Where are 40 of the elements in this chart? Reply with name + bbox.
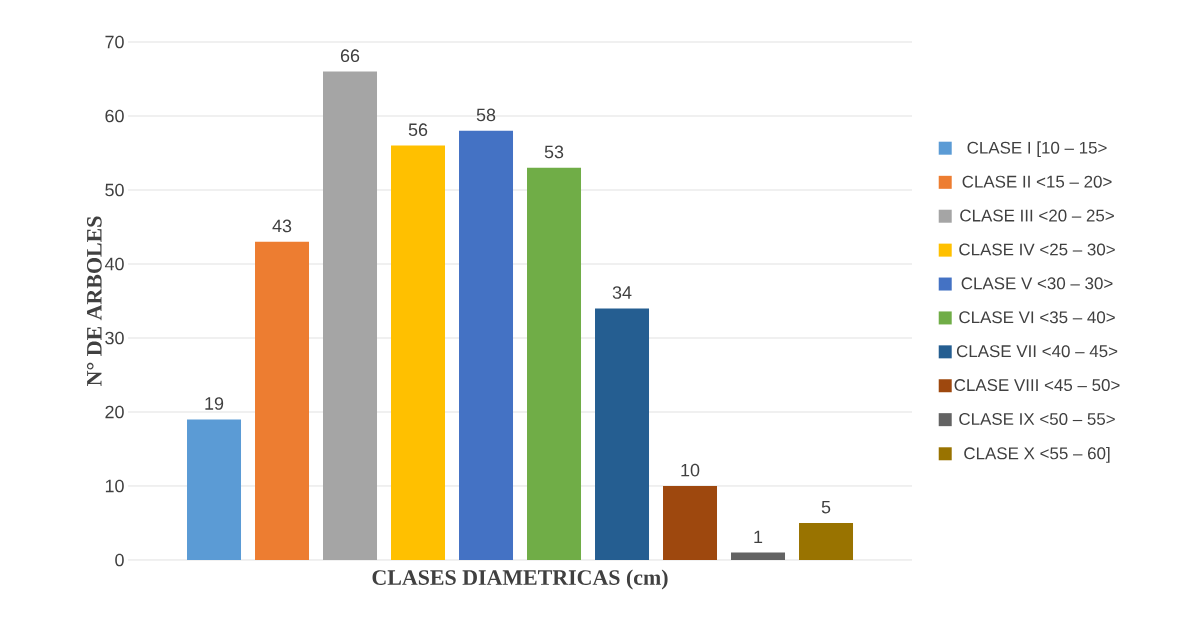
bar bbox=[255, 241, 310, 560]
x-axis-title: CLASES DIAMETRICAS (cm) bbox=[372, 569, 668, 590]
legend-label: CLASE I [10 – 15> bbox=[967, 141, 1107, 158]
bar bbox=[663, 485, 718, 560]
bar bbox=[187, 419, 242, 560]
data-label: 1 bbox=[754, 530, 763, 544]
legend-label: CLASE VI <35 – 40> bbox=[959, 311, 1115, 324]
bar bbox=[459, 130, 514, 560]
data-label: 58 bbox=[476, 108, 496, 122]
legend-label: CLASE V <30 – 30> bbox=[961, 277, 1113, 290]
y-tick-label: 0 bbox=[115, 553, 124, 567]
y-tick-label: 10 bbox=[105, 479, 124, 493]
y-tick-label: 30 bbox=[105, 331, 124, 345]
y-tick-label: 40 bbox=[104, 257, 124, 271]
bar bbox=[595, 308, 650, 560]
y-tick-label: 50 bbox=[105, 183, 124, 197]
legend-label: CLASE X <55 – 60] bbox=[964, 446, 1110, 463]
data-label: 43 bbox=[272, 219, 292, 233]
y-tick-label: 60 bbox=[105, 109, 124, 123]
data-label: 66 bbox=[340, 49, 360, 63]
bar bbox=[323, 71, 378, 560]
bar bbox=[391, 145, 446, 560]
legend-label: CLASE VII <40 – 45> bbox=[956, 345, 1118, 358]
data-label: 5 bbox=[821, 500, 831, 514]
legend-label: CLASE IX <50 – 55> bbox=[959, 412, 1115, 425]
data-label: 56 bbox=[408, 123, 428, 137]
data-label: 53 bbox=[544, 145, 564, 159]
data-label: 10 bbox=[681, 463, 700, 477]
y-axis-title: N° DE ARBOLES bbox=[86, 216, 102, 386]
y-tick-label: 20 bbox=[105, 405, 124, 419]
legend-label: CLASE III <20 – 25> bbox=[960, 209, 1114, 222]
data-label: 34 bbox=[612, 286, 632, 299]
y-tick-label: 70 bbox=[105, 35, 124, 49]
data-label: 19 bbox=[205, 397, 224, 410]
bar bbox=[799, 522, 854, 560]
legend-label: CLASE VIII <45 – 50> bbox=[954, 379, 1120, 392]
legend-label: CLASE IV <25 – 30> bbox=[959, 243, 1115, 256]
bar bbox=[731, 552, 786, 560]
bar bbox=[527, 167, 582, 560]
legend-label: CLASE II <15 – 20> bbox=[962, 175, 1112, 188]
